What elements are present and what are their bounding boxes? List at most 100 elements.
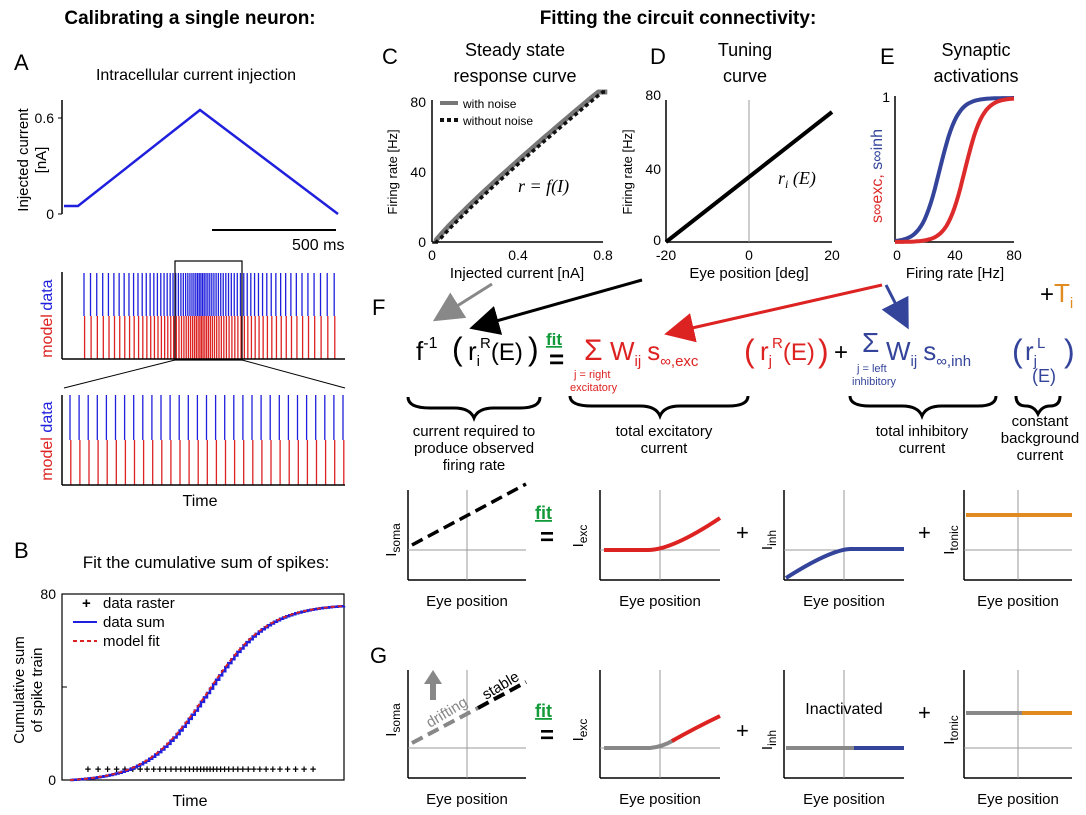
eq-fit: fit: [546, 330, 562, 349]
panel-e-xtick-40: 40: [947, 247, 963, 263]
panel-e-xtick-80: 80: [1006, 247, 1022, 263]
eq-exc-sigma: Σ: [584, 334, 603, 367]
f-tonic-xlabel: Eye position: [977, 593, 1059, 610]
raster-2-label-data: data: [39, 401, 56, 432]
g-soma-xlabel: Eye position: [426, 791, 508, 808]
g-tonic-xlabel: Eye position: [977, 791, 1059, 808]
eq-plus-1: +: [834, 339, 848, 366]
data-raster-mark: +: [168, 764, 174, 776]
panel-letter-a: A: [14, 50, 29, 75]
g-stable-label: stable: [479, 668, 522, 703]
g-plot-soma: Isoma drifting stable Eye position: [383, 668, 527, 808]
g-exc-curve-gray: [604, 738, 676, 750]
g-soma-drifting-curve: [411, 706, 479, 745]
legend-fit: model fit: [103, 633, 161, 650]
g-inh-xlabel: Eye position: [803, 791, 885, 808]
equation: f-1 ( riR(E) ) fit = Σ j = right excitat…: [416, 278, 1075, 394]
brace-exc-line-1: total excitatory: [616, 423, 713, 440]
panel-b-ylabel: Cumulative sum of spike train: [11, 636, 46, 744]
data-raster-mark: +: [137, 764, 143, 776]
f-inh-xlabel: Eye position: [803, 593, 885, 610]
panel-letter-d: D: [650, 44, 666, 69]
panel-c-ylabel: Firing rate [Hz]: [385, 129, 400, 214]
panel-letter-f: F: [372, 295, 385, 320]
f-inh-curve: [784, 547, 904, 580]
raster-1-spikes: [83, 273, 336, 359]
panel-c-legend-clean: without noise: [462, 114, 533, 128]
eq-inh-term: Wij s∞,inh: [886, 336, 971, 370]
legend-sum: data sum: [103, 614, 165, 631]
eq-inh-sum-label-1: j = left: [856, 363, 887, 375]
brace-tonic-line-3: current: [1017, 447, 1065, 464]
brace-exc: [568, 395, 750, 421]
data-raster-mark: +: [251, 764, 257, 776]
brace-inh-line-2: current: [899, 440, 947, 457]
f-plot-soma: Isoma Eye position: [383, 482, 527, 610]
f-plus-1: +: [736, 520, 749, 545]
data-raster-mark: +: [235, 764, 241, 776]
panel-a-ylabel-line2: [nA]: [33, 147, 50, 174]
f-inh-ylabel: Iinh: [759, 530, 779, 550]
data-raster-mark: +: [190, 764, 196, 776]
f-plot-exc: Iexc Eye position: [570, 490, 722, 610]
panel-e-exc-curve: [895, 96, 1015, 244]
brace-tonic-line-1: constant: [1012, 413, 1070, 430]
f-exc-curve: [604, 516, 722, 552]
brace-inh-line-1: total inhibitory: [876, 423, 969, 440]
eq-T: Ti: [1054, 278, 1073, 312]
data-raster-mark: +: [173, 764, 179, 776]
data-raster-mark: +: [104, 764, 110, 776]
panel-c-ytick-0: 0: [418, 234, 426, 250]
panel-e-ylabel: s∞exc, s∞inh: [869, 129, 886, 223]
brace-current-line-1: current required to: [413, 423, 536, 440]
panel-letter-e: E: [880, 44, 895, 69]
panel-a-ytick-top: 0.6: [35, 110, 55, 126]
panel-c-equation: r = f(I): [518, 176, 569, 197]
panel-b-title: Fit the cumulative sum of spikes:: [83, 553, 330, 572]
f-soma-ylabel: Isoma: [383, 523, 403, 557]
eq-inh-sigma: Σ: [862, 327, 879, 358]
panel-c-title-1: Steady state: [465, 40, 565, 60]
data-raster-mark: +: [245, 764, 251, 776]
data-raster-mark: +: [85, 764, 91, 776]
panel-a-title: Intracellular current injection: [96, 67, 296, 84]
panel-d-ytick-40: 40: [645, 161, 661, 177]
f-tonic-ylabel: Itonic: [941, 525, 961, 555]
raster-1-label-data: data: [39, 279, 56, 310]
f-exc-ylabel: Iexc: [570, 525, 590, 548]
panel-d-title-1: Tuning: [718, 40, 772, 60]
panel-b-legend: + data raster data sum model fit: [73, 595, 175, 650]
g-plot-exc: Iexc Eye position: [570, 670, 721, 808]
f-exc-xlabel: Eye position: [619, 593, 701, 610]
panel-d-title-2: curve: [723, 66, 767, 86]
data-raster-mark: +: [292, 764, 298, 776]
g-exc-ylabel: Iexc: [570, 719, 590, 742]
arrow-from-e-exc: [664, 283, 883, 343]
panel-a-ylabel: Injected current [nA]: [15, 107, 50, 211]
eq-equals: =: [549, 344, 564, 374]
panel-d-xtick-0: 0: [745, 247, 753, 263]
data-raster-mark: +: [178, 764, 184, 776]
data-raster-mark: +: [270, 764, 276, 776]
brace-tonic-line-2: background: [1001, 430, 1079, 447]
raster-1-label-model: model: [39, 314, 56, 358]
data-raster-mark: +: [217, 764, 223, 776]
g-inh-ylabel: Iinh: [759, 730, 779, 750]
eq-exc-sum-label-1: j = right: [573, 369, 610, 381]
data-raster-mark: +: [284, 764, 290, 776]
f-plot-tonic: Itonic Eye position: [941, 490, 1072, 610]
arrow-from-d: [469, 278, 643, 335]
panel-e-xtick-0: 0: [893, 247, 901, 263]
data-raster-mark: +: [144, 764, 150, 776]
f-soma-xlabel: Eye position: [426, 593, 508, 610]
panel-a-time-label: Time: [183, 493, 218, 510]
data-raster-mark: +: [210, 764, 216, 776]
data-raster-mark: +: [301, 764, 307, 776]
legend-raster: data raster: [103, 595, 175, 612]
g-exc-xlabel: Eye position: [619, 791, 701, 808]
panel-c-curve-with-noise: [433, 89, 608, 243]
panel-a-ylabel-line1: Injected current: [15, 107, 32, 211]
g-drift-up-arrow: [424, 670, 442, 700]
data-raster-mark: +: [214, 764, 220, 776]
